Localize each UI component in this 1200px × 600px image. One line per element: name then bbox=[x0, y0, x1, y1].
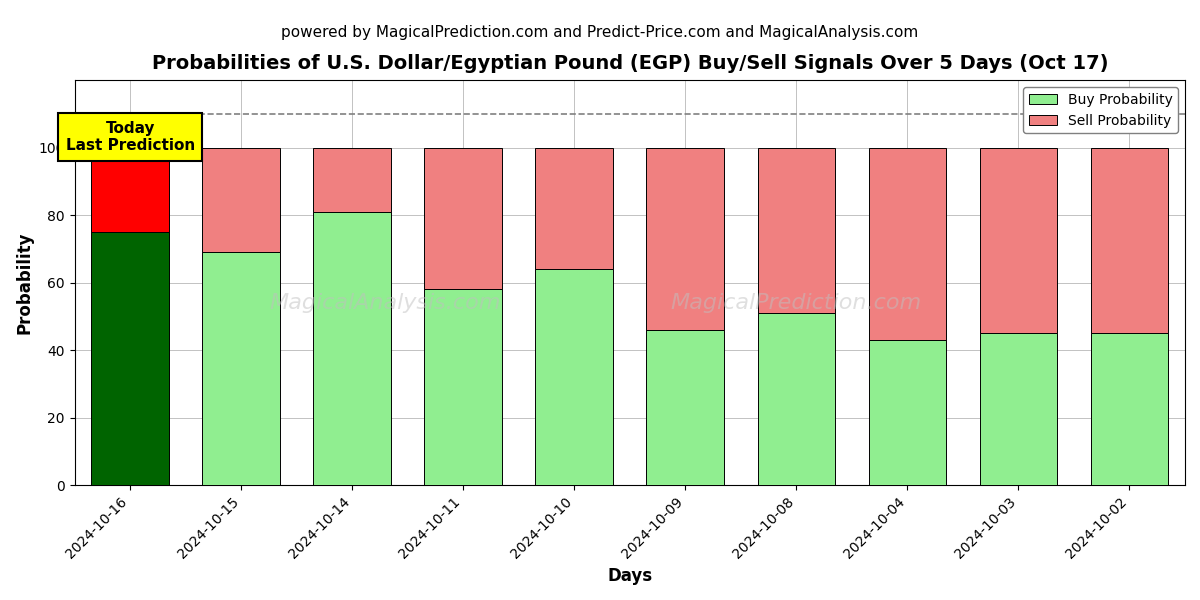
Bar bbox=[1091, 148, 1169, 333]
Bar bbox=[647, 330, 725, 485]
Bar bbox=[425, 289, 502, 485]
Bar bbox=[979, 148, 1057, 333]
Bar bbox=[647, 148, 725, 330]
Title: Probabilities of U.S. Dollar/Egyptian Pound (EGP) Buy/Sell Signals Over 5 Days (: Probabilities of U.S. Dollar/Egyptian Po… bbox=[151, 54, 1108, 73]
Text: Today
Last Prediction: Today Last Prediction bbox=[66, 121, 194, 153]
Bar bbox=[313, 148, 391, 212]
Text: powered by MagicalPrediction.com and Predict-Price.com and MagicalAnalysis.com: powered by MagicalPrediction.com and Pre… bbox=[281, 25, 919, 40]
Bar bbox=[535, 148, 613, 269]
Bar bbox=[535, 269, 613, 485]
X-axis label: Days: Days bbox=[607, 567, 653, 585]
Bar bbox=[203, 148, 280, 252]
Bar bbox=[1091, 333, 1169, 485]
Bar bbox=[313, 212, 391, 485]
Bar bbox=[91, 148, 169, 232]
Bar bbox=[91, 232, 169, 485]
Text: MagicalAnalysis.com: MagicalAnalysis.com bbox=[270, 293, 502, 313]
Bar bbox=[425, 148, 502, 289]
Bar bbox=[869, 148, 947, 340]
Bar bbox=[757, 148, 835, 313]
Bar bbox=[979, 333, 1057, 485]
Text: MagicalPrediction.com: MagicalPrediction.com bbox=[671, 293, 922, 313]
Bar bbox=[203, 252, 280, 485]
Legend: Buy Probability, Sell Probability: Buy Probability, Sell Probability bbox=[1024, 87, 1178, 133]
Y-axis label: Probability: Probability bbox=[16, 232, 34, 334]
Bar bbox=[869, 340, 947, 485]
Bar bbox=[757, 313, 835, 485]
